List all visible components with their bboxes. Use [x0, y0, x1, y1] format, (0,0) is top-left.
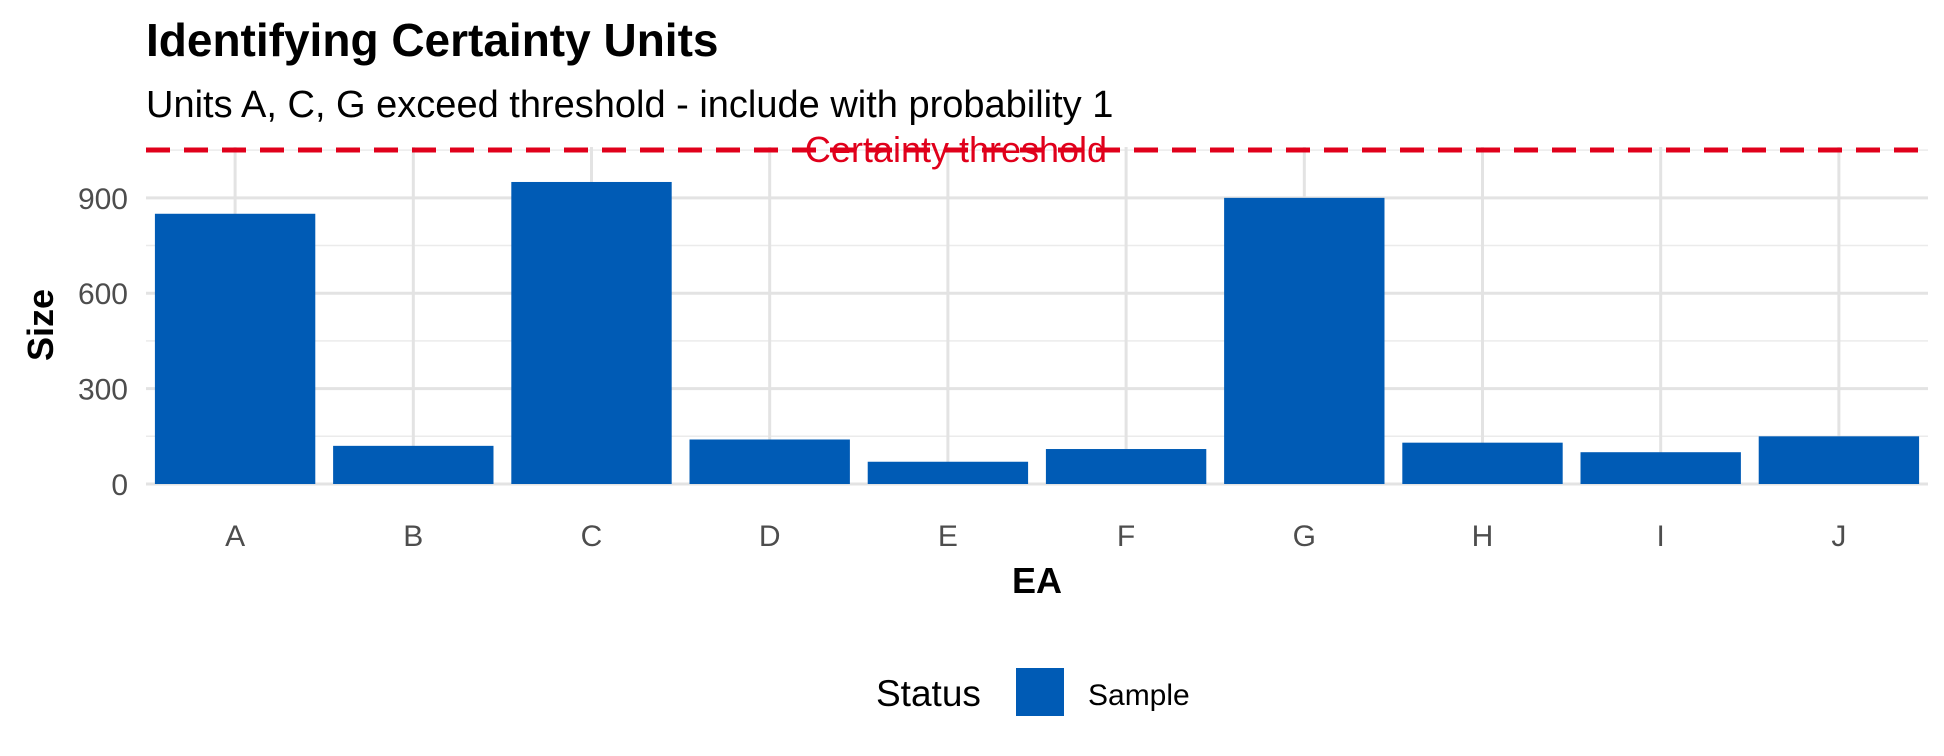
- y-tick-label: 0: [111, 469, 128, 502]
- bar-C: [511, 181, 672, 485]
- y-tick-label: 300: [78, 374, 128, 407]
- legend-label-sample: Sample: [1088, 679, 1190, 712]
- grid: [146, 147, 1928, 486]
- x-axis-ticks: A B C D E F G H I J: [225, 520, 1846, 553]
- bar-H: [1402, 442, 1563, 484]
- x-tick-label: C: [581, 520, 603, 553]
- legend: Status Sample: [876, 668, 1190, 716]
- x-tick-label: A: [225, 520, 245, 553]
- x-tick-label: G: [1293, 520, 1316, 553]
- y-axis-ticks: 0 300 600 900: [78, 183, 128, 502]
- bar-J: [1758, 436, 1920, 484]
- x-tick-label: I: [1657, 520, 1665, 553]
- bar-B: [333, 445, 494, 484]
- threshold-label: Certainty threshold: [805, 129, 1107, 170]
- y-axis-title: Size: [20, 289, 61, 361]
- x-tick-label: F: [1117, 520, 1135, 553]
- x-tick-label: E: [938, 520, 958, 553]
- x-axis-title: EA: [1012, 560, 1062, 601]
- bar-E: [867, 461, 1029, 484]
- threshold: Certainty threshold: [146, 129, 1928, 170]
- bar-A: [154, 213, 316, 484]
- x-tick-label: D: [759, 520, 781, 553]
- chart-title: Identifying Certainty Units: [146, 14, 718, 66]
- bar-F: [1045, 449, 1207, 484]
- y-tick-label: 900: [78, 183, 128, 216]
- x-tick-label: H: [1472, 520, 1494, 553]
- bar-I: [1580, 452, 1741, 484]
- x-tick-label: B: [403, 520, 423, 553]
- chart-subtitle: Units A, C, G exceed threshold - include…: [146, 84, 1113, 126]
- legend-swatch-sample: [1016, 668, 1064, 716]
- bar-G: [1224, 197, 1385, 484]
- legend-title: Status: [876, 673, 981, 714]
- x-tick-label: J: [1831, 520, 1846, 553]
- bars: [154, 181, 1920, 485]
- y-tick-label: 600: [78, 278, 128, 311]
- bar-D: [689, 439, 850, 484]
